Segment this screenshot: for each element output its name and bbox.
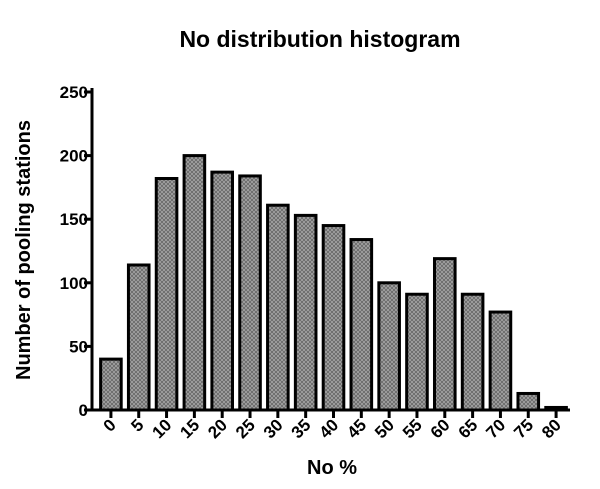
x-tick-label: 50 <box>371 415 398 442</box>
x-tick-label: 5 <box>127 415 147 435</box>
x-tick-label: 10 <box>149 415 176 442</box>
x-tick-label: 80 <box>538 415 565 442</box>
bar <box>544 405 568 412</box>
x-axis-label: No % <box>307 457 357 479</box>
y-tick-label: 100 <box>60 274 88 293</box>
y-tick-label: 50 <box>69 337 88 356</box>
bar <box>460 292 485 412</box>
bar <box>99 357 123 412</box>
y-tick-label: 150 <box>60 210 88 229</box>
bar <box>238 174 262 412</box>
bar <box>293 213 318 412</box>
x-tick-label: 30 <box>260 415 287 442</box>
bar <box>210 170 235 412</box>
chart-title: No distribution histogram <box>179 26 460 52</box>
bar <box>182 154 207 412</box>
y-tick-label: 200 <box>60 147 88 166</box>
x-tick-label: 55 <box>399 415 426 442</box>
bar <box>377 281 401 412</box>
x-tick-label: 35 <box>288 415 315 442</box>
bar <box>516 391 541 412</box>
x-tick-label: 70 <box>482 415 509 442</box>
x-tick-label: 60 <box>427 415 454 442</box>
x-tick-label: 65 <box>455 415 482 442</box>
y-tick-label: 0 <box>79 401 88 420</box>
bar <box>321 224 346 412</box>
x-tick-label: 75 <box>510 415 537 442</box>
x-tick-label: 15 <box>176 415 203 442</box>
x-tick-label: 20 <box>204 415 231 442</box>
bar <box>488 310 513 412</box>
x-tick-label: 25 <box>232 415 259 442</box>
bar <box>432 257 457 412</box>
x-tick-label: 40 <box>316 415 343 442</box>
x-tick-label: 45 <box>343 415 370 442</box>
y-tick-label: 250 <box>60 83 88 102</box>
bar <box>405 292 429 412</box>
bar <box>349 238 374 412</box>
x-tick-label: 0 <box>100 415 120 435</box>
y-axis-label: Number of pooling stations <box>13 120 35 380</box>
bar <box>266 203 290 412</box>
bar <box>126 263 151 412</box>
bar <box>154 176 179 412</box>
